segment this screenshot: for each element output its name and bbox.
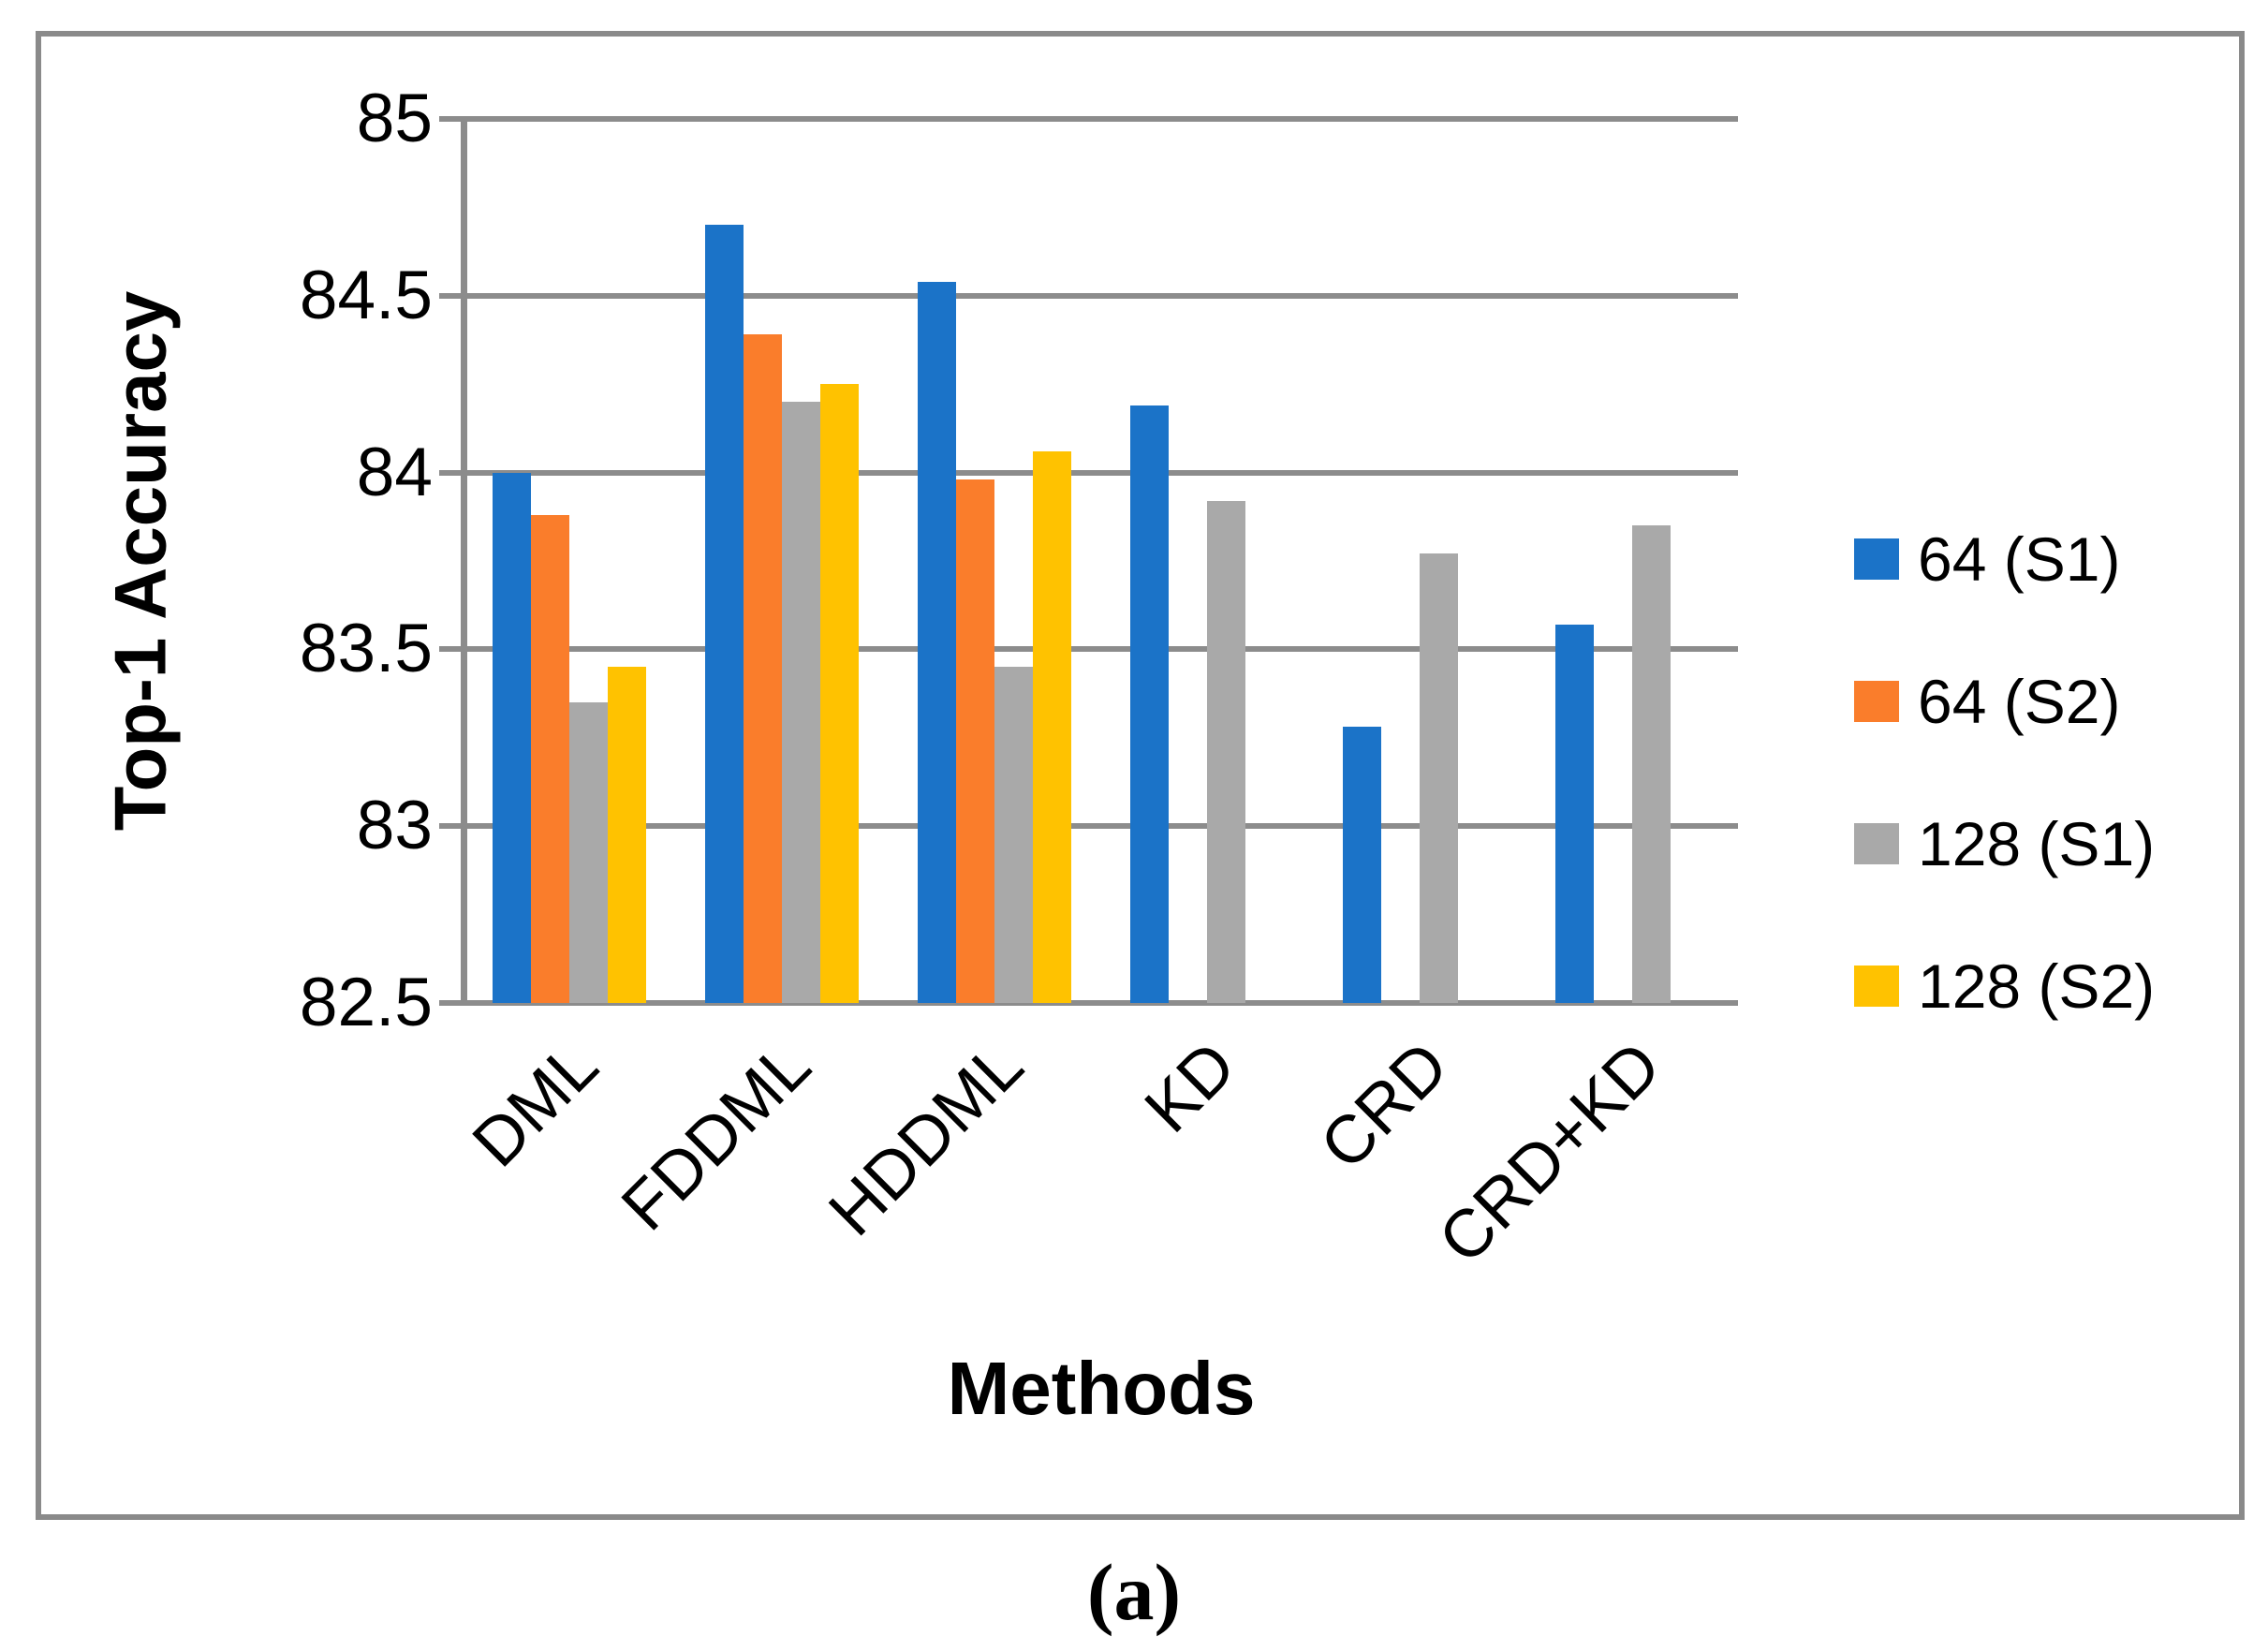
bar-fddml-64-s1: [705, 225, 744, 1003]
legend-label-64-s1: 64 (S1): [1918, 524, 2121, 594]
legend-item-128-s1: 128 (S1): [1854, 809, 2156, 878]
x-axis-title: Methods: [947, 1347, 1256, 1430]
bar-hddml-128-s2: [1033, 450, 1072, 1003]
legend: 64 (S1) 64 (S2) 128 (S1) 128 (S2): [1854, 524, 2156, 1108]
bar-dml-64-s2: [531, 514, 570, 1003]
legend-swatch-128-s1: [1854, 823, 1899, 864]
bar-hddml-64-s2: [956, 479, 995, 1003]
bar-kd-128-s1: [1206, 500, 1245, 1003]
legend-item-64-s1: 64 (S1): [1854, 524, 2155, 594]
bar-fddml-128-s1: [782, 402, 821, 1003]
gridline: [439, 823, 1738, 830]
bar-crd-kd-64-s1: [1554, 624, 1594, 1003]
y-tick-label: 83.5: [299, 611, 433, 687]
bar-crd-64-s1: [1342, 727, 1381, 1003]
legend-label-128-s2: 128 (S2): [1918, 951, 2156, 1021]
bar-crd-128-s1: [1419, 553, 1458, 1003]
y-tick-label: 84: [356, 434, 433, 510]
bar-dml-64-s1: [493, 472, 532, 1003]
legend-item-64-s2: 64 (S2): [1854, 667, 2155, 736]
bar-fddml-128-s2: [820, 384, 860, 1003]
bar-crd-kd-128-s1: [1631, 525, 1671, 1003]
y-axis-line: [461, 119, 467, 1006]
bar-kd-64-s1: [1129, 405, 1169, 1003]
gridline: [439, 469, 1738, 476]
y-tick-label: 85: [356, 81, 433, 156]
legend-label-128-s1: 128 (S1): [1918, 809, 2156, 878]
legend-label-64-s2: 64 (S2): [1918, 667, 2121, 736]
bar-dml-128-s2: [608, 667, 647, 1003]
bar-dml-128-s1: [569, 702, 609, 1003]
gridline: [439, 1000, 1738, 1006]
y-tick-label: 84.5: [299, 257, 433, 333]
bar-hddml-128-s1: [994, 667, 1034, 1003]
y-tick-label: 82.5: [299, 965, 433, 1040]
gridline: [439, 116, 1738, 122]
y-tick-label: 83: [356, 788, 433, 864]
legend-swatch-64-s2: [1854, 681, 1899, 722]
figure-caption: (a): [1086, 1547, 1182, 1637]
legend-item-128-s2: 128 (S2): [1854, 951, 2156, 1021]
legend-swatch-128-s2: [1854, 966, 1899, 1007]
gridline: [439, 646, 1738, 653]
bar-fddml-64-s2: [744, 334, 783, 1003]
gridline: [439, 292, 1738, 299]
legend-swatch-64-s1: [1854, 538, 1899, 580]
y-axis-title: Top-1 Accuracy: [98, 290, 182, 832]
bar-hddml-64-s1: [918, 281, 957, 1003]
